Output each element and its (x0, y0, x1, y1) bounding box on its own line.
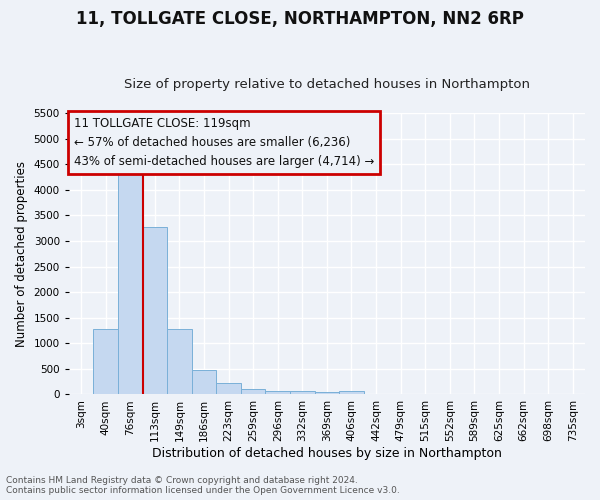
Bar (339, 391, 364, 394)
Bar (290, 392, 314, 394)
Text: 11, TOLLGATE CLOSE, NORTHAMPTON, NN2 6RP: 11, TOLLGATE CLOSE, NORTHAMPTON, NN2 6RP (76, 10, 524, 28)
Bar (241, 390, 265, 394)
Bar (118, 173, 143, 394)
Bar (143, 226, 167, 394)
Text: 11 TOLLGATE CLOSE: 119sqm
← 57% of detached houses are smaller (6,236)
43% of se: 11 TOLLGATE CLOSE: 119sqm ← 57% of detac… (74, 117, 374, 168)
Bar (217, 382, 241, 394)
Text: Contains HM Land Registry data © Crown copyright and database right 2024.
Contai: Contains HM Land Registry data © Crown c… (6, 476, 400, 495)
Bar (167, 329, 192, 394)
Y-axis label: Number of detached properties: Number of detached properties (15, 160, 28, 346)
X-axis label: Distribution of detached houses by size in Northampton: Distribution of detached houses by size … (152, 447, 502, 460)
Bar (265, 391, 290, 394)
Bar (314, 392, 339, 394)
Title: Size of property relative to detached houses in Northampton: Size of property relative to detached ho… (124, 78, 530, 91)
Bar (94, 330, 118, 394)
Bar (192, 370, 217, 394)
